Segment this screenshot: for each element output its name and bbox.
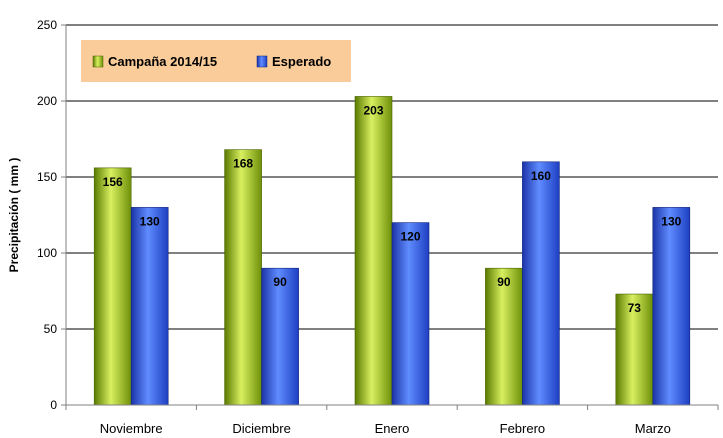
data-label-campana-enero: 203 bbox=[363, 103, 383, 117]
bar-esperado-febrero bbox=[522, 161, 560, 406]
legend-swatch-campana bbox=[92, 55, 104, 68]
bar-campana-enero bbox=[354, 96, 393, 406]
bar-campana-noviembre bbox=[93, 167, 132, 406]
data-label-esperado-marzo: 130 bbox=[661, 214, 681, 228]
bar-campana-diciembre bbox=[224, 149, 262, 406]
x-tick-label-diciembre: Diciembre bbox=[232, 421, 291, 436]
y-tick-label-200: 200 bbox=[37, 94, 57, 108]
data-label-campana-noviembre: 156 bbox=[103, 175, 123, 189]
data-label-campana-marzo: 73 bbox=[628, 301, 642, 315]
bar-esperado-diciembre bbox=[261, 267, 299, 406]
y-tick-label-100: 100 bbox=[37, 246, 57, 260]
y-tick-label-50: 50 bbox=[44, 322, 58, 336]
data-label-campana-febrero: 90 bbox=[497, 275, 511, 289]
bar-esperado-enero bbox=[391, 222, 430, 406]
y-tick-label-150: 150 bbox=[37, 170, 57, 184]
data-label-esperado-diciembre: 90 bbox=[273, 275, 287, 289]
y-tick-labels: 0 50 100 150 200 250 bbox=[37, 18, 57, 412]
data-labels: 156 130 168 90 203 120 90 160 73 130 bbox=[103, 103, 682, 315]
legend: Campaña 2014/15 Esperado bbox=[81, 40, 351, 82]
x-tick-label-marzo: Marzo bbox=[635, 421, 671, 436]
legend-label-campana: Campaña 2014/15 bbox=[108, 54, 217, 69]
legend-background bbox=[81, 40, 351, 82]
y-tick-label-250: 250 bbox=[37, 18, 57, 32]
y-tick-label-0: 0 bbox=[50, 398, 57, 412]
data-label-esperado-febrero: 160 bbox=[531, 169, 551, 183]
x-tick-label-noviembre: Noviembre bbox=[100, 421, 163, 436]
bars-group bbox=[93, 96, 691, 406]
bar-esperado-marzo bbox=[652, 207, 691, 406]
bar-campana-marzo bbox=[615, 293, 654, 406]
data-label-esperado-enero: 120 bbox=[400, 230, 420, 244]
legend-swatch-esperado bbox=[256, 55, 268, 68]
bar-esperado-noviembre bbox=[130, 207, 169, 406]
x-tick-label-enero: Enero bbox=[375, 421, 410, 436]
x-tick-labels: Noviembre Diciembre Enero Febrero Marzo bbox=[100, 421, 671, 436]
y-axis-title: Precipitación ( mm ) bbox=[7, 158, 21, 273]
x-tick-label-febrero: Febrero bbox=[500, 421, 546, 436]
data-label-esperado-noviembre: 130 bbox=[140, 214, 160, 228]
legend-label-esperado: Esperado bbox=[272, 54, 331, 69]
data-label-campana-diciembre: 168 bbox=[233, 157, 253, 171]
axes bbox=[61, 24, 719, 410]
